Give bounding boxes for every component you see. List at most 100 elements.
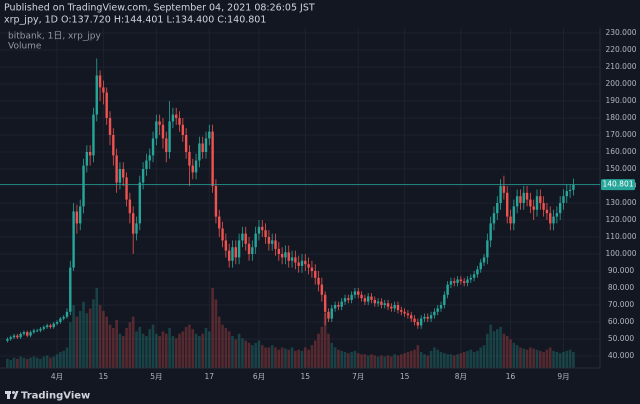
volume-bar xyxy=(135,331,138,368)
candle-body xyxy=(363,298,367,302)
candle-body xyxy=(135,223,138,234)
candle-body xyxy=(204,138,208,152)
volume-bar xyxy=(42,356,46,368)
candle-body xyxy=(254,233,257,248)
volume-bar xyxy=(330,342,334,368)
candle-body xyxy=(194,160,198,173)
candle-body xyxy=(188,152,191,166)
volume-bar xyxy=(320,326,324,368)
candle-body xyxy=(181,124,185,135)
volume-bar xyxy=(9,360,13,368)
volume-bar xyxy=(234,339,238,368)
x-tick-label: 4月 xyxy=(51,372,63,381)
candle-body xyxy=(42,327,46,329)
candle-body xyxy=(489,223,492,241)
candle-body xyxy=(496,203,499,214)
volume-bar xyxy=(535,349,539,368)
candle-body xyxy=(506,192,509,217)
volume-bar xyxy=(25,358,29,368)
candle-body xyxy=(423,316,426,319)
volume-bar xyxy=(174,338,178,368)
candle-body xyxy=(271,240,274,244)
candle-body xyxy=(224,240,228,251)
volume-bar xyxy=(479,347,483,368)
volume-bar xyxy=(32,356,36,368)
volume-bar xyxy=(82,301,85,368)
candle-body xyxy=(449,281,453,285)
candle-body xyxy=(82,165,85,207)
candle-body xyxy=(314,271,317,278)
candle-body xyxy=(115,155,118,183)
candle-body xyxy=(416,322,420,326)
volume-bar xyxy=(522,348,526,368)
candle-body xyxy=(499,186,502,203)
candle-body xyxy=(522,192,525,203)
candle-body xyxy=(45,325,49,328)
volume-bar xyxy=(254,342,257,368)
candle-body xyxy=(175,114,178,118)
volume-bar xyxy=(495,329,499,368)
candle-body xyxy=(49,325,52,328)
volume-bar xyxy=(466,350,469,368)
volume-bar xyxy=(529,347,532,368)
y-tick-label: 150.000 xyxy=(605,164,636,173)
candle-body xyxy=(125,177,128,200)
candle-body xyxy=(211,131,214,186)
candle-body xyxy=(218,216,221,229)
volume-bar xyxy=(558,353,562,368)
volume-bar xyxy=(363,354,367,368)
volume-bar xyxy=(486,333,489,368)
candle-body xyxy=(304,260,307,265)
candle-body xyxy=(155,121,158,139)
volume-bar xyxy=(181,331,185,368)
volume-bar xyxy=(568,349,572,368)
y-tick-label: 90.000 xyxy=(608,266,634,275)
volume-bar xyxy=(217,316,221,368)
candle-body xyxy=(191,165,194,173)
candle-body xyxy=(62,316,65,319)
volume-bar xyxy=(178,333,181,368)
volume-bar xyxy=(525,349,529,368)
volume-bar xyxy=(16,358,19,368)
candle-body xyxy=(310,267,314,271)
candle-body xyxy=(443,294,446,305)
candle-body xyxy=(317,277,320,285)
candle-body xyxy=(462,281,466,283)
volume-bar xyxy=(188,324,191,368)
volume-bar xyxy=(237,333,241,368)
candle-body xyxy=(300,260,304,266)
x-tick-label: 9月 xyxy=(557,372,569,381)
volume-bar xyxy=(353,350,357,368)
candle-body xyxy=(102,87,105,93)
volume-bar xyxy=(340,350,344,368)
x-tick-label: 15 xyxy=(301,372,311,381)
volume-bar xyxy=(280,347,284,368)
candle-body xyxy=(88,152,92,156)
candle-body xyxy=(390,306,393,309)
candle-body xyxy=(75,211,79,224)
brand-logo xyxy=(5,391,19,399)
candle-body xyxy=(469,277,472,280)
candle-body xyxy=(327,311,330,319)
candle-body xyxy=(320,284,324,295)
y-tick-label: 100.000 xyxy=(605,249,636,258)
y-tick-label: 120.000 xyxy=(605,215,636,224)
candle-body xyxy=(227,250,231,261)
brand-name: TradingView xyxy=(21,391,90,402)
x-tick-label: 16 xyxy=(506,372,516,381)
volume-bar xyxy=(399,354,403,368)
candle-body xyxy=(330,308,333,319)
volume-bar xyxy=(6,358,9,368)
y-tick-label: 40.000 xyxy=(608,351,634,360)
volume-bar xyxy=(59,352,62,368)
volume-bar xyxy=(75,316,79,368)
volume-bar xyxy=(221,324,224,368)
volume-bar xyxy=(72,305,75,368)
volume-bar xyxy=(105,316,108,368)
volume-bar xyxy=(151,324,155,368)
candle-body xyxy=(323,294,327,312)
candle-body xyxy=(234,247,237,258)
volume-bar xyxy=(125,328,128,368)
candle-body xyxy=(251,247,254,254)
